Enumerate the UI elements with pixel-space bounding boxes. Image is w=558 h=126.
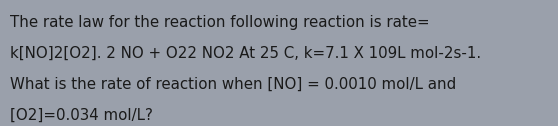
Text: What is the rate of reaction when [NO] = 0.0010 mol/L and: What is the rate of reaction when [NO] =…	[10, 77, 456, 92]
Text: k[NO]2[O2]. 2 NO + O22 NO2 At 25 C, k=7.1 X 109L mol-2s-1.: k[NO]2[O2]. 2 NO + O22 NO2 At 25 C, k=7.…	[10, 46, 481, 61]
Text: The rate law for the reaction following reaction is rate=: The rate law for the reaction following …	[10, 15, 430, 30]
Text: [O2]=0.034 mol/L?: [O2]=0.034 mol/L?	[10, 108, 153, 123]
